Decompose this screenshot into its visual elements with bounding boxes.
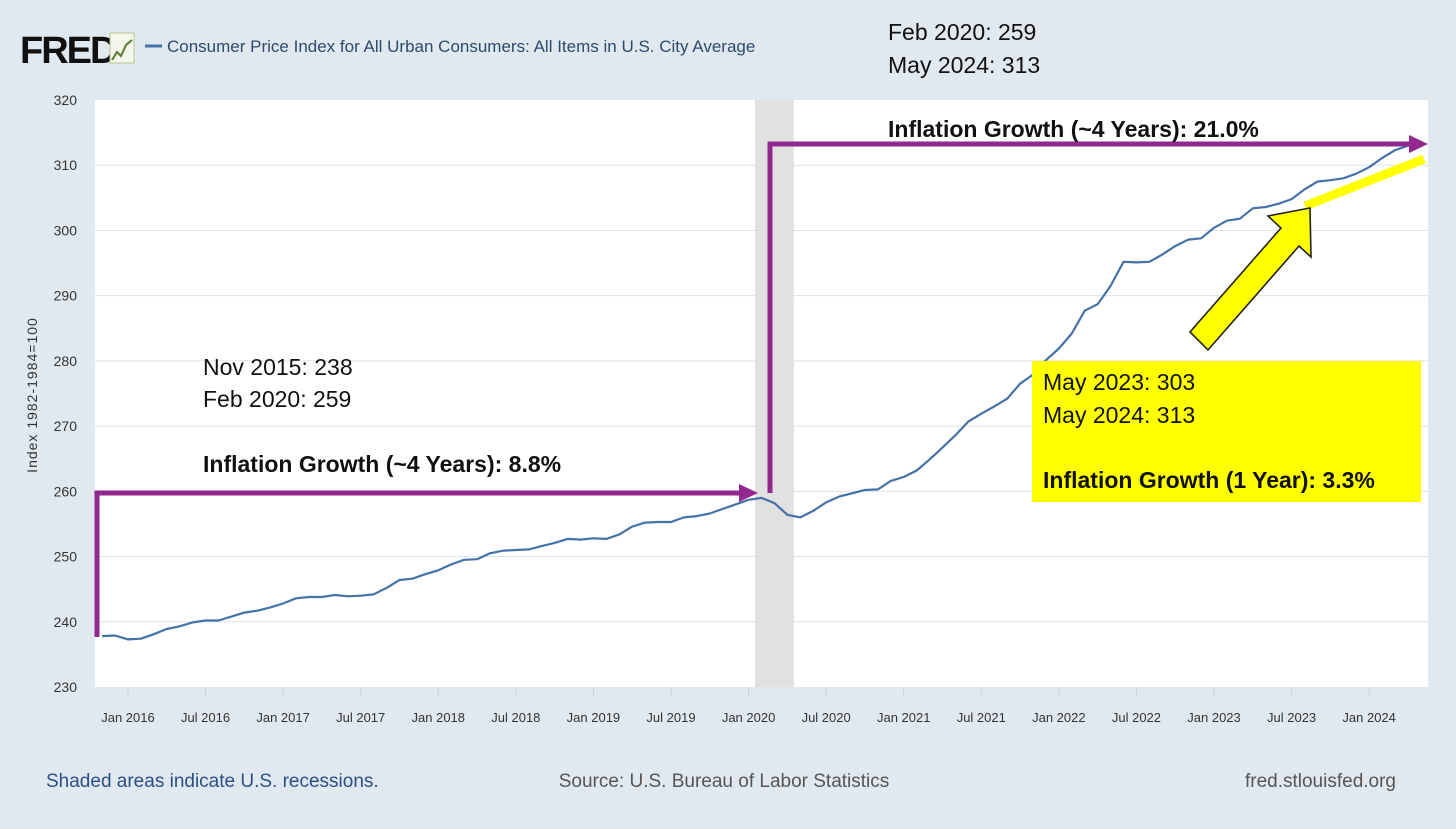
recession-note[interactable]: Shaded areas indicate U.S. recessions. bbox=[46, 771, 379, 792]
x-tick-label: Jul 2018 bbox=[491, 710, 540, 725]
yellow-arrow bbox=[1188, 207, 1312, 352]
x-tick-label: Jan 2021 bbox=[877, 710, 931, 725]
series-line-group bbox=[102, 143, 1421, 641]
annotation-2023-2024: May 2023: 303 May 2024: 313 Inflation Gr… bbox=[1032, 361, 1421, 502]
x-tick-label: Jul 2022 bbox=[1112, 710, 1161, 725]
arrow-2020-2024-head bbox=[1409, 135, 1428, 153]
x-tick-label: Jan 2022 bbox=[1032, 710, 1086, 725]
fred-logo-text: FRED bbox=[20, 30, 116, 72]
y-tick-label: 240 bbox=[54, 614, 78, 630]
x-tick-label: Jan 2019 bbox=[567, 710, 621, 725]
y-tick-label: 270 bbox=[54, 418, 78, 434]
y-tick-label: 250 bbox=[54, 549, 78, 565]
annotation-2015-2020: Nov 2015: 238 Feb 2020: 259 Inflation Gr… bbox=[203, 354, 561, 477]
y-tick-label: 230 bbox=[54, 679, 78, 695]
y-axis-label: Index 1982-1984=100 bbox=[24, 317, 40, 473]
x-tick-label: Jul 2021 bbox=[957, 710, 1006, 725]
annotation-highlight-box bbox=[1032, 361, 1421, 502]
x-tick-label: Jul 2019 bbox=[646, 710, 695, 725]
x-tick-label: Jul 2017 bbox=[336, 710, 385, 725]
y-axis-ticks: 230 240 250 260 270 280 290 300 310 320 bbox=[54, 92, 78, 695]
arrow-2015-2020 bbox=[94, 490, 740, 637]
annotation-line: Nov 2015: 238 bbox=[203, 354, 353, 380]
x-tick-label: Jan 2023 bbox=[1187, 710, 1241, 725]
recession-band bbox=[755, 100, 794, 687]
annotation-line: Feb 2020: 259 bbox=[203, 386, 351, 412]
y-tick-label: 310 bbox=[54, 157, 78, 173]
y-tick-label: 320 bbox=[54, 92, 78, 108]
arrow-2020-2024 bbox=[767, 141, 1410, 493]
series-title: Consumer Price Index for All Urban Consu… bbox=[167, 37, 755, 56]
y-tick-label: 300 bbox=[54, 222, 78, 238]
growth-arrows bbox=[94, 135, 1428, 637]
source-note: Source: U.S. Bureau of Labor Statistics bbox=[559, 771, 890, 792]
annotation-line: May 2024: 313 bbox=[1043, 402, 1195, 428]
x-tick-label: Jan 2020 bbox=[722, 710, 776, 725]
x-tick-label: Jan 2017 bbox=[256, 710, 310, 725]
annotation-growth: Inflation Growth (~4 Years): 21.0% bbox=[888, 116, 1259, 142]
x-tick-label: Jul 2020 bbox=[802, 710, 851, 725]
x-tick-label: Jan 2018 bbox=[412, 710, 466, 725]
x-tick-label: Jul 2016 bbox=[181, 710, 230, 725]
annotation-line: May 2024: 313 bbox=[888, 52, 1040, 78]
annotation-growth: Inflation Growth (1 Year): 3.3% bbox=[1043, 467, 1375, 493]
arrow-2015-2020-head bbox=[739, 484, 758, 502]
y-tick-label: 280 bbox=[54, 353, 78, 369]
highlight-trend-line bbox=[1303, 154, 1426, 211]
annotation-line: May 2023: 303 bbox=[1043, 369, 1195, 395]
x-tick-label: Jan 2016 bbox=[101, 710, 155, 725]
x-tick-label: Jan 2024 bbox=[1342, 710, 1396, 725]
annotation-2020-2024: Feb 2020: 259 May 2024: 313 Inflation Gr… bbox=[888, 19, 1259, 142]
site-link[interactable]: fred.stlouisfed.org bbox=[1245, 771, 1396, 792]
x-axis-ticks: Jan 2016 Jul 2016 Jan 2017 Jul 2017 Jan 2018… bbox=[101, 687, 1396, 725]
y-tick-label: 290 bbox=[54, 288, 78, 304]
annotation-line: Feb 2020: 259 bbox=[888, 19, 1036, 45]
series-line[interactable] bbox=[102, 143, 1421, 641]
fred-logo[interactable]: FRED bbox=[20, 30, 135, 72]
y-tick-label: 260 bbox=[54, 483, 78, 499]
fred-logo-graph-icon bbox=[109, 32, 135, 64]
recession-shading bbox=[755, 100, 794, 687]
annotation-growth: Inflation Growth (~4 Years): 8.8% bbox=[203, 451, 561, 477]
x-tick-label: Jul 2023 bbox=[1267, 710, 1316, 725]
